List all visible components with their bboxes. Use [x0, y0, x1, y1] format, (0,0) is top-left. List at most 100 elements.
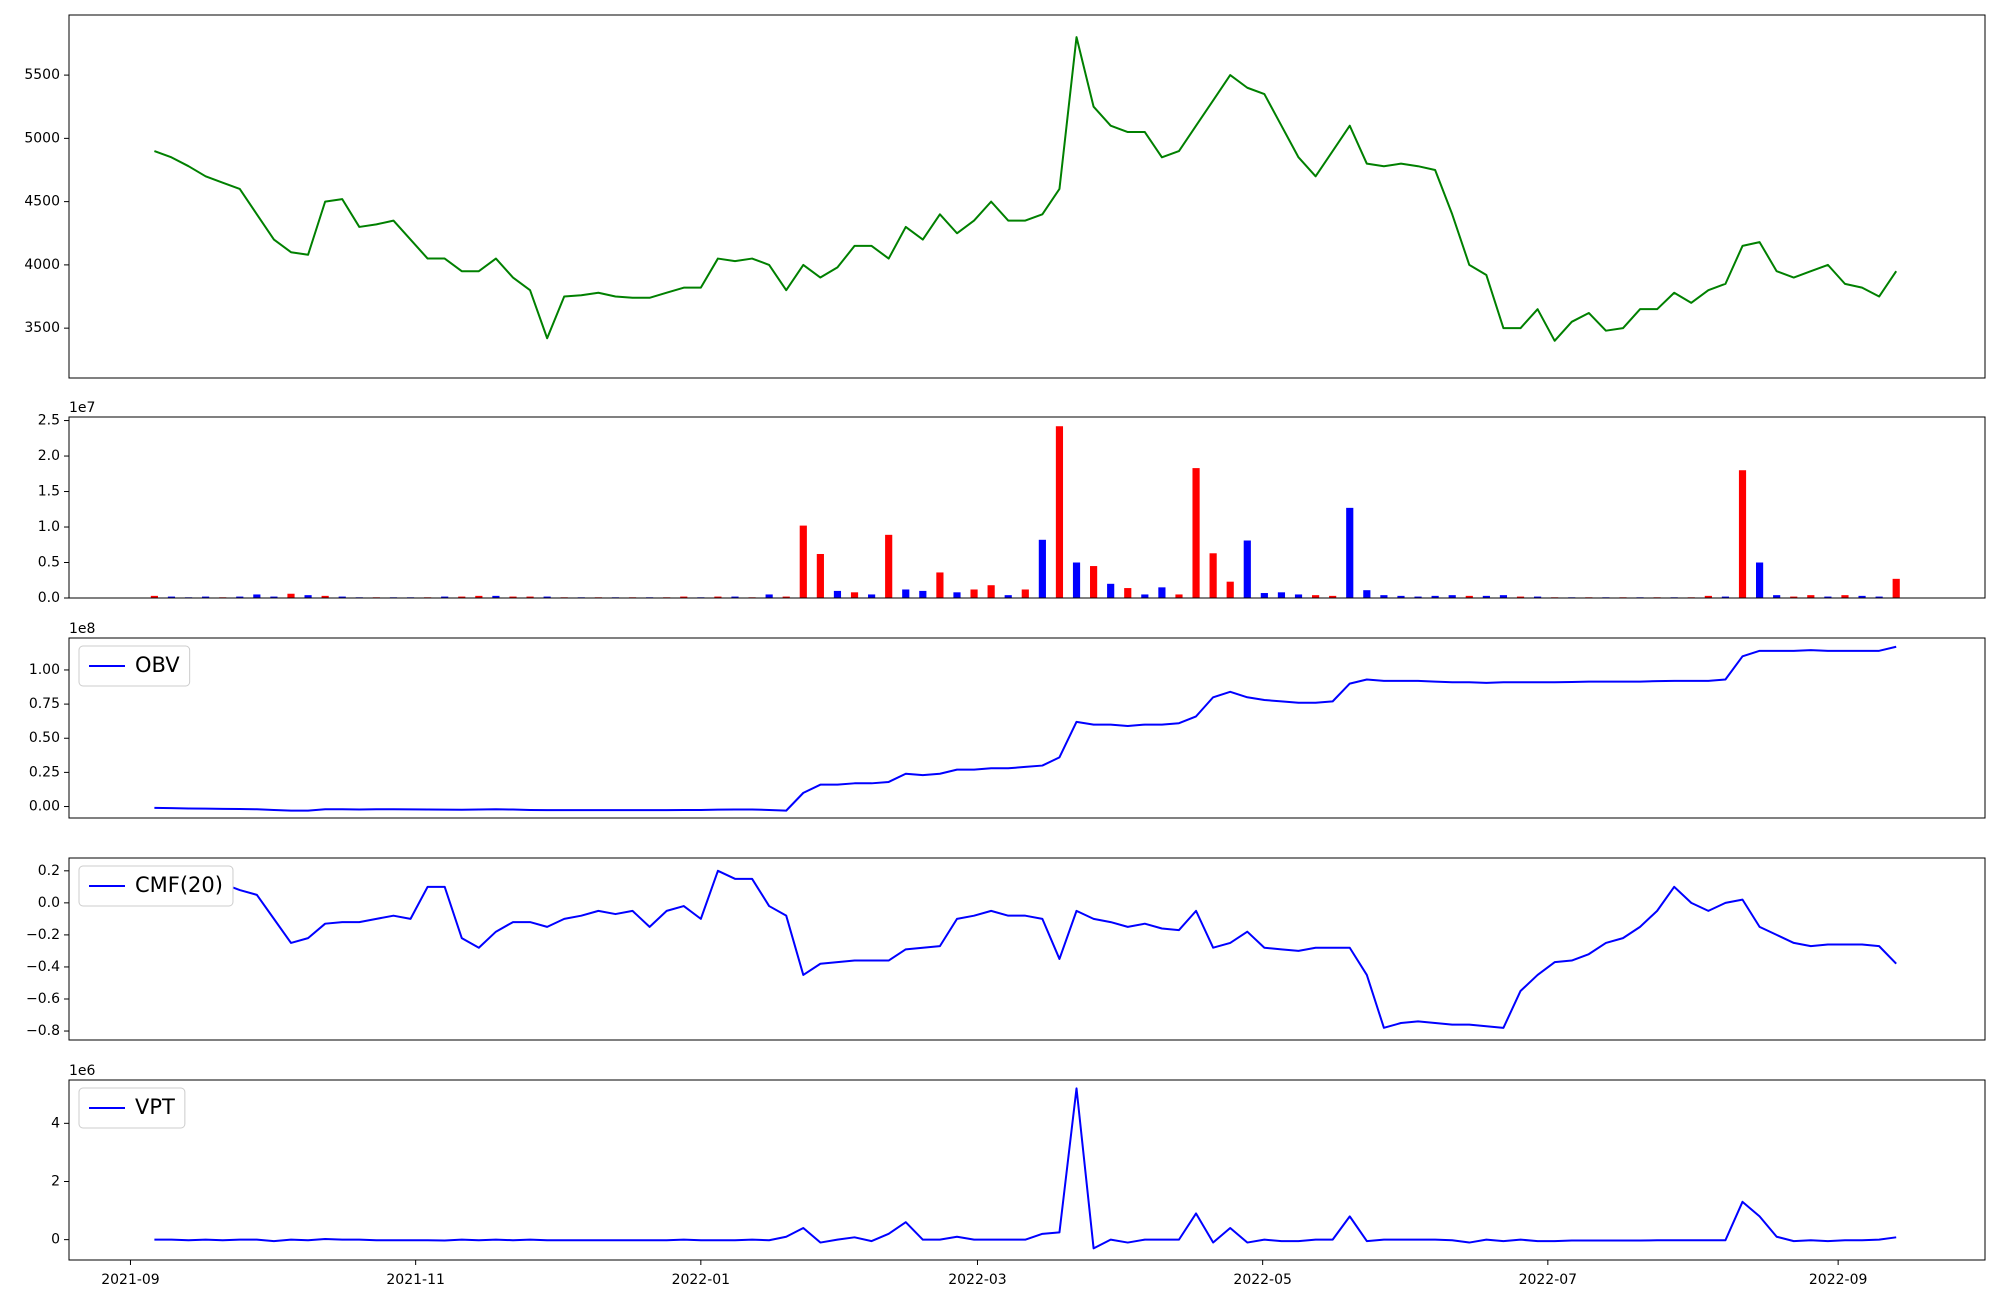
volume-bar	[970, 589, 978, 598]
y-tick-label: 5500	[24, 67, 60, 83]
line	[154, 1087, 1897, 1250]
offset-text: 1e6	[69, 1063, 96, 1079]
volume-bar	[1721, 596, 1730, 598]
volume-bar	[799, 525, 807, 598]
legend: OBV	[78, 645, 191, 687]
volume-bar	[1875, 596, 1883, 598]
volume-bar	[1448, 595, 1456, 598]
axes-frame	[68, 14, 1986, 379]
volume-bar	[1738, 470, 1747, 598]
volume-bar	[1807, 595, 1815, 598]
volume-bar	[1004, 595, 1012, 598]
volume-bar	[731, 596, 739, 598]
volume-bar	[1858, 595, 1866, 598]
volume-bar	[680, 596, 688, 598]
volume-bar	[1756, 562, 1764, 598]
y-tick-label: 4000	[24, 257, 60, 273]
volume-bar	[1346, 507, 1354, 598]
volume-bar	[1397, 595, 1405, 598]
y-tick-label: 2.0	[38, 448, 60, 464]
volume-bar	[304, 595, 312, 598]
subplot: 0.0 0.5 1.0 1.5 2.0 2.5 1e7	[38, 400, 1986, 606]
volume-bar	[202, 596, 210, 598]
legend-label: CMF(20)	[135, 873, 223, 897]
axes-frame	[68, 857, 1986, 1041]
y-tick-label: −0.4	[26, 959, 60, 975]
volume-bar	[458, 596, 466, 598]
y-tick-label: 0.2	[38, 863, 60, 879]
x-tick-label: 2022-09	[1809, 1272, 1868, 1288]
legend: VPT	[78, 1087, 186, 1129]
volume-bar	[885, 534, 893, 598]
y-tick-label: 4500	[24, 194, 60, 210]
axes-frame	[68, 1079, 1986, 1261]
x-tick-label: 2021-09	[101, 1272, 160, 1288]
volume-bar	[509, 596, 517, 598]
y-tick-label: 2.5	[38, 413, 60, 429]
volume-bar	[492, 595, 500, 598]
offset-text: 1e7	[69, 400, 95, 416]
volume-bar	[1312, 595, 1320, 598]
y-tick-label: −0.8	[26, 1023, 60, 1039]
volume-bar	[765, 594, 773, 598]
volume-bar	[936, 572, 944, 598]
x-tick-label: 2022-03	[948, 1272, 1007, 1288]
legend-box	[78, 865, 234, 907]
y-tick-label: 0.5	[38, 555, 60, 571]
volume-bar	[902, 589, 910, 598]
volume-bar	[1329, 595, 1337, 598]
volume-bar	[919, 590, 927, 598]
offset-text: 1e8	[69, 621, 95, 637]
volume-bar	[1431, 595, 1439, 598]
volume-bar	[1158, 587, 1166, 598]
subplot: 0 2 4 2021-09 2021-11 2022-01 2022-03 2022-05 20…	[51, 1063, 1986, 1288]
volume-bar	[270, 596, 278, 598]
volume-bar	[868, 594, 876, 598]
plot-area	[69, 15, 1985, 378]
volume-bar	[287, 593, 295, 598]
y-tick-label: 0.50	[29, 730, 60, 746]
volume-bar	[1294, 594, 1303, 598]
y-tick-label: −0.2	[26, 927, 60, 943]
plot-area	[69, 417, 1985, 598]
line	[154, 645, 1897, 812]
volume-bar	[526, 596, 534, 598]
volume-bar	[1277, 592, 1286, 598]
y-tick-label: 0	[51, 1232, 60, 1248]
volume-bar	[236, 596, 244, 598]
legend-box	[78, 1087, 186, 1129]
volume-bar	[253, 594, 261, 598]
volume-bar	[1090, 566, 1098, 598]
volume-bar	[1260, 593, 1268, 598]
volume-bar	[1038, 539, 1046, 598]
volume-bar	[150, 595, 158, 598]
plot-area	[69, 858, 1985, 1040]
volume-bar	[1534, 596, 1542, 598]
volume-bar	[714, 596, 722, 598]
legend-label: OBV	[135, 653, 180, 677]
y-tick-label: 2	[51, 1173, 60, 1189]
volume-bar	[1226, 581, 1234, 598]
volume-bar	[1021, 589, 1029, 598]
volume-bar	[475, 595, 483, 598]
y-tick-label: −0.6	[26, 991, 60, 1007]
volume-bar	[833, 590, 842, 598]
volume-bar	[850, 592, 859, 598]
volume-bar	[1773, 595, 1781, 598]
volume-bar	[1243, 540, 1251, 598]
plot-area	[69, 1080, 1985, 1260]
volume-bar	[816, 553, 824, 598]
x-tick-label: 2022-07	[1519, 1272, 1578, 1288]
volume-bar	[1072, 562, 1081, 598]
legend-box	[78, 645, 191, 687]
volume-bar	[543, 596, 551, 598]
subplot: 3500 4000 4500 5000 5500	[24, 14, 1986, 379]
y-tick-label: 3500	[24, 320, 60, 336]
volume-bar	[338, 596, 346, 598]
x-tick-label: 2022-05	[1233, 1272, 1292, 1288]
volume-bar	[953, 592, 961, 598]
y-tick-label: 0.25	[29, 764, 60, 780]
volume-bar	[1363, 590, 1371, 598]
legend-label: VPT	[135, 1095, 175, 1119]
